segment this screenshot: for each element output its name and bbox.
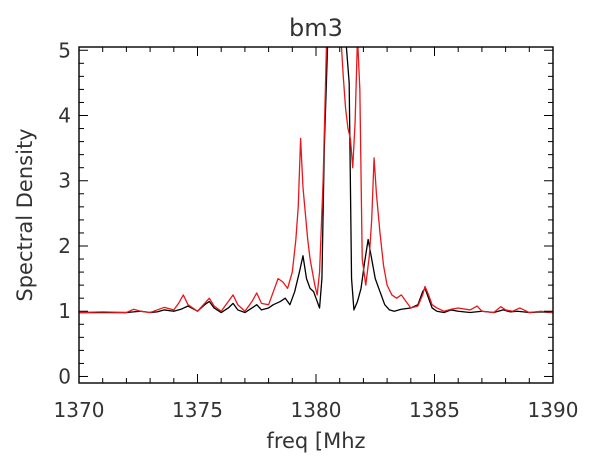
x-tick-label: 1380	[291, 398, 342, 422]
y-tick-label: 1	[58, 299, 71, 323]
y-tick-label: 5	[58, 38, 71, 62]
plot-frame	[78, 46, 554, 384]
y-axis-label: Spectral Density	[13, 128, 37, 301]
x-tick-label: 1375	[172, 398, 223, 422]
y-tick-label: 0	[58, 364, 71, 388]
x-tick-label: 1390	[528, 398, 579, 422]
y-tick-label: 3	[58, 169, 71, 193]
series-line-1	[79, 47, 553, 314]
chart-title: bm3	[289, 14, 343, 42]
y-tick-label: 4	[58, 104, 71, 128]
series-line-2	[79, 47, 553, 314]
x-tick-label: 1385	[409, 398, 460, 422]
x-tick-label: 1370	[54, 398, 105, 422]
x-axis-label: freq [Mhz	[266, 429, 365, 453]
y-tick-label: 2	[58, 234, 71, 258]
